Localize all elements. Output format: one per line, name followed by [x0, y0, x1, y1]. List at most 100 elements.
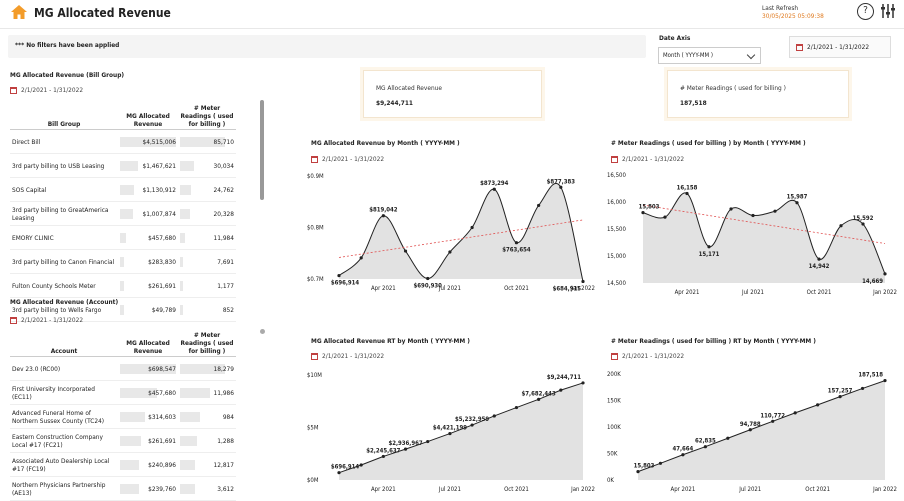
table-row[interactable]: Northern Physicians Partnership (AE13) $2…: [10, 476, 236, 501]
help-icon[interactable]: ?: [857, 3, 874, 20]
table-row[interactable]: 3rd party billing to GreatAmerica Leasin…: [10, 201, 236, 226]
data-point[interactable]: [838, 395, 842, 399]
table-scrollbar[interactable]: [260, 100, 264, 200]
data-point[interactable]: [707, 245, 711, 249]
data-point[interactable]: [426, 439, 430, 444]
data-point[interactable]: [359, 256, 363, 260]
data-point[interactable]: [636, 470, 640, 474]
table-row[interactable]: EMORY CLINIC $457,680 11,984: [10, 225, 236, 250]
data-point[interactable]: [448, 250, 452, 254]
filter-sliders-icon[interactable]: [881, 3, 895, 19]
date-range-picker[interactable]: 2/1/2021 - 1/31/2022: [789, 36, 891, 58]
meters-bar: [180, 388, 210, 398]
y-tick-label: $0.8M: [307, 225, 324, 232]
date-axis-select[interactable]: Month ( YYYY-MM ): [658, 47, 761, 64]
row-revenue-value: $4,515,006: [142, 137, 176, 146]
table-row[interactable]: 3rd party billing to USB Leasing $1,467,6…: [10, 153, 236, 178]
x-tick-label: Oct 2021: [807, 289, 832, 296]
data-point[interactable]: [658, 461, 663, 465]
y-tick-label: 14,500: [607, 280, 626, 287]
area-fill: [643, 192, 885, 283]
data-point[interactable]: [381, 214, 385, 218]
chart3-date: 2/1/2021 - 1/31/2022: [311, 352, 384, 360]
data-point[interactable]: [793, 411, 797, 415]
data-point[interactable]: [771, 419, 775, 423]
y-tick-label: $10M: [307, 372, 322, 379]
data-point[interactable]: [537, 203, 541, 208]
table-row[interactable]: Associated Auto Dealership Local #17 (FC…: [10, 452, 236, 477]
data-point[interactable]: [403, 249, 408, 253]
data-point[interactable]: [729, 207, 733, 211]
data-point[interactable]: [773, 209, 777, 213]
data-point[interactable]: [337, 273, 341, 278]
row-name: 3rd party billing to Wells Fargo: [10, 297, 118, 322]
data-point[interactable]: [470, 423, 474, 427]
data-point[interactable]: [860, 386, 865, 391]
data-point[interactable]: [514, 405, 519, 410]
data-point[interactable]: [581, 279, 585, 284]
table-row[interactable]: 3rd party billing to Wells Fargo $49,789 8…: [10, 297, 236, 322]
col-meters[interactable]: # Meter Readings ( used for billing ): [180, 104, 234, 128]
data-point[interactable]: [795, 201, 799, 205]
data-point[interactable]: [448, 431, 452, 436]
data-point[interactable]: [492, 414, 496, 418]
data-point[interactable]: [337, 471, 341, 475]
data-point[interactable]: [726, 436, 730, 440]
data-point[interactable]: [403, 447, 408, 451]
revenue-by-month-chart[interactable]: $0.7M $0.8M $0.9M Apr 2021 Jul 2021 Oct 2021 J…: [305, 168, 595, 298]
meters-rt-chart[interactable]: 0K 50K 100K 150K 200K Apr 2021 Jul 2021 Oct 202…: [605, 365, 900, 498]
data-point[interactable]: [685, 191, 689, 196]
col-meters[interactable]: # Meter Readings ( used for billing ): [180, 331, 234, 355]
col-revenue[interactable]: MG Allocated Revenue: [126, 112, 170, 128]
data-point[interactable]: [883, 272, 887, 276]
table-row[interactable]: SOS Capital $1,130,912 24,762: [10, 177, 236, 202]
area-fill: [339, 382, 583, 480]
data-label: 94,788: [740, 421, 761, 428]
data-point[interactable]: [581, 381, 585, 385]
data-point[interactable]: [381, 454, 385, 459]
home-icon[interactable]: [10, 4, 28, 20]
row-name: Dev 23.0 (RC00): [10, 356, 118, 381]
col-revenue[interactable]: MG Allocated Revenue: [126, 339, 170, 355]
data-point[interactable]: [748, 428, 752, 432]
row-meters-value: 1,288: [217, 436, 234, 445]
table-row[interactable]: Advanced Funeral Home of Northern Sussex…: [10, 404, 236, 429]
col-bill-group[interactable]: Bill Group: [47, 120, 81, 128]
data-point[interactable]: [861, 222, 865, 226]
table-row[interactable]: Direct Bill $4,515,006 85,710: [10, 129, 236, 154]
x-tick-label: Apr 2021: [675, 289, 700, 296]
table-row[interactable]: 3rd party billing to Canon Financial $283…: [10, 249, 236, 274]
data-point[interactable]: [816, 403, 820, 407]
meters-bar: [180, 257, 183, 267]
header-divider: [0, 28, 904, 29]
row-revenue: $457,680: [118, 380, 178, 405]
data-point[interactable]: [426, 276, 430, 281]
data-point[interactable]: [559, 388, 563, 392]
row-meters: 1,177: [178, 273, 236, 298]
data-point[interactable]: [641, 211, 645, 215]
data-point[interactable]: [359, 463, 363, 467]
row-revenue-value: $283,830: [148, 257, 176, 266]
data-point[interactable]: [751, 213, 755, 218]
data-point[interactable]: [839, 224, 843, 228]
row-revenue-value: $1,007,874: [142, 209, 176, 218]
meters-by-month-chart[interactable]: 14,500 15,000 15,500 16,000 16,500 Apr 2021 Ju…: [605, 168, 900, 298]
data-point[interactable]: [681, 453, 685, 457]
revenue-rt-chart[interactable]: $0M $5M $10M Apr 2021 Jul 2021 Oct 2021 Jan 20…: [305, 365, 595, 498]
table-row[interactable]: Fulton County Schools Meter $261,691 1,177: [10, 273, 236, 298]
data-point[interactable]: [663, 215, 667, 219]
meters-bar: [180, 436, 197, 446]
data-point[interactable]: [492, 187, 496, 191]
data-point[interactable]: [559, 185, 563, 189]
col-account[interactable]: Account: [50, 347, 78, 355]
data-point[interactable]: [537, 397, 541, 401]
data-point[interactable]: [703, 445, 707, 449]
data-point[interactable]: [514, 241, 519, 245]
table-row[interactable]: Dev 23.0 (RC00) $698,547 18,279: [10, 356, 236, 381]
table-row[interactable]: First University Incorporated (EC11) $457…: [10, 380, 236, 405]
row-revenue-value: $1,467,621: [142, 161, 176, 170]
data-point[interactable]: [470, 225, 474, 230]
table-row[interactable]: Eastern Construction Company Local #17 (…: [10, 428, 236, 453]
data-point[interactable]: [883, 379, 887, 383]
data-point[interactable]: [817, 257, 821, 261]
